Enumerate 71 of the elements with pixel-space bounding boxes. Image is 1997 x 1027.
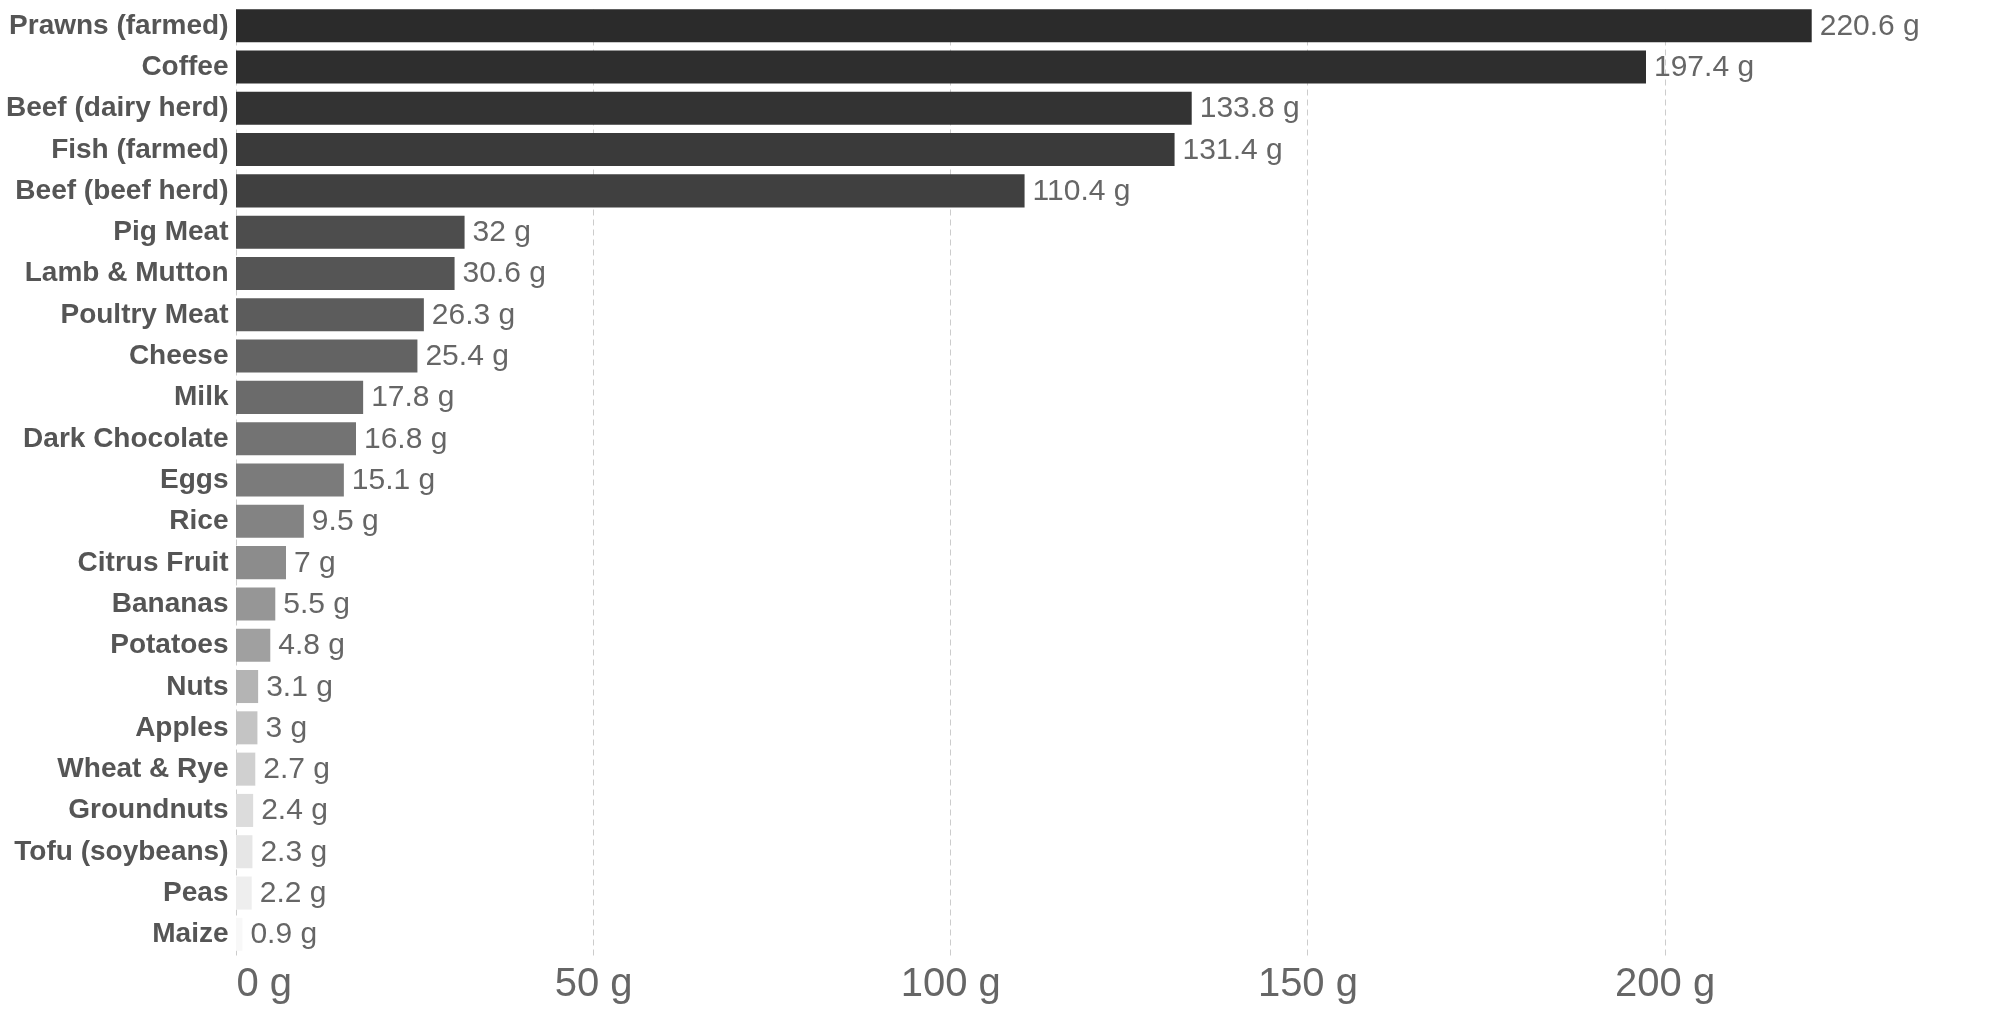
data-label: 0.9 g — [250, 916, 318, 950]
data-label: 32 g — [472, 214, 531, 248]
bar — [236, 422, 356, 456]
bar — [236, 256, 455, 290]
bar — [236, 50, 1646, 84]
y-tick-label: Fish (farmed) — [51, 132, 229, 164]
y-tick-label: Maize — [152, 917, 229, 949]
x-tick-label: 200 g — [1615, 959, 1716, 1004]
bar — [236, 546, 286, 580]
y-tick-label: Rice — [169, 504, 229, 536]
data-label: 2.3 g — [260, 833, 328, 867]
bar — [236, 504, 304, 538]
y-tick-label: Beef (beef herd) — [15, 173, 229, 205]
data-label: 2.4 g — [261, 792, 328, 826]
data-label: 15.1 g — [351, 462, 436, 495]
y-tick-label: Pig Meat — [113, 215, 229, 247]
y-tick-label: Nuts — [166, 669, 229, 701]
y-tick-label: Eggs — [160, 463, 229, 494]
bar — [236, 835, 253, 869]
y-tick-label: Groundnuts — [68, 793, 229, 825]
data-label: 197.4 g — [1654, 48, 1755, 82]
y-tick-label: Cheese — [128, 339, 229, 371]
data-label: 5.5 g — [283, 585, 351, 619]
bar — [236, 91, 1192, 125]
y-tick-label: Milk — [174, 380, 229, 412]
y-tick-label: Lamb & Mutton — [24, 256, 229, 288]
bar — [236, 463, 344, 497]
y-tick-label: Dark Chocolate — [23, 421, 229, 453]
data-label: 26.3 g — [431, 296, 516, 330]
data-label: 3 g — [265, 709, 308, 743]
y-tick-label: Bananas — [111, 586, 229, 618]
bar — [236, 339, 418, 373]
x-tick-label: 150 g — [1257, 959, 1358, 1004]
data-label: 2.2 g — [259, 875, 327, 909]
y-tick-label: Poultry Meat — [60, 297, 229, 329]
bar — [236, 298, 424, 332]
data-label: 220.6 g — [1819, 7, 1920, 41]
bar — [236, 793, 254, 827]
data-label: 110.4 g — [1032, 172, 1131, 206]
y-tick-label: Potatoes — [110, 628, 229, 660]
bar — [236, 9, 1812, 43]
y-tick-label: Tofu (soybeans) — [14, 834, 229, 866]
bar — [236, 876, 252, 910]
y-tick-label: Beef (dairy herd) — [6, 91, 229, 123]
data-label: 4.8 g — [278, 627, 346, 661]
data-label: 3.1 g — [266, 668, 333, 702]
y-tick-label: Apples — [135, 710, 229, 742]
data-label: 7 g — [294, 544, 336, 578]
x-tick-label: 50 g — [554, 959, 633, 1004]
data-label: 9.5 g — [311, 503, 379, 537]
bar — [236, 215, 465, 249]
data-label: 30.6 g — [462, 255, 546, 289]
y-tick-label: Citrus Fruit — [77, 545, 229, 577]
y-tick-label: Wheat & Rye — [57, 752, 229, 784]
y-tick-label: Coffee — [141, 49, 229, 81]
data-label: 25.4 g — [425, 338, 509, 372]
bar — [236, 670, 259, 704]
data-label: 131.4 g — [1182, 131, 1283, 165]
bar — [236, 174, 1025, 208]
bar — [236, 133, 1175, 167]
y-tick-label: Peas — [163, 876, 229, 908]
x-tick-label: 0 g — [236, 959, 293, 1004]
x-tick-label: 100 g — [900, 959, 1001, 1004]
data-label: 133.8 g — [1199, 90, 1300, 124]
data-label: 2.7 g — [263, 751, 331, 785]
data-label: 16.8 g — [364, 420, 448, 454]
data-label: 17.8 g — [371, 379, 455, 413]
y-tick-label: Prawns (farmed) — [9, 8, 229, 40]
bar — [236, 587, 276, 621]
bar — [236, 628, 271, 662]
bar — [236, 380, 364, 414]
